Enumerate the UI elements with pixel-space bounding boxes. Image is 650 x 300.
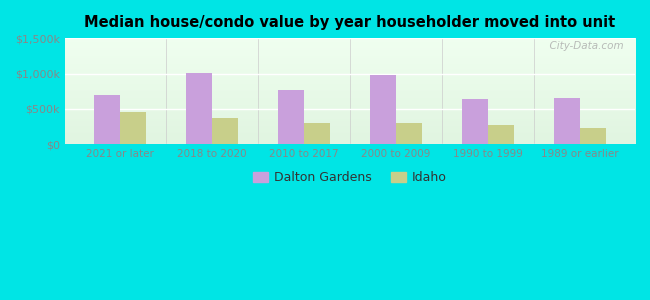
Bar xyxy=(212,118,238,144)
Bar xyxy=(278,90,304,144)
Bar xyxy=(554,98,580,144)
Text: City-Data.com: City-Data.com xyxy=(543,41,623,51)
Bar xyxy=(462,99,488,144)
Bar xyxy=(396,124,422,144)
Bar xyxy=(580,128,606,144)
Bar xyxy=(370,75,396,144)
Bar xyxy=(488,125,514,144)
Title: Median house/condo value by year householder moved into unit: Median house/condo value by year househo… xyxy=(84,15,616,30)
Bar xyxy=(120,112,146,144)
Bar xyxy=(187,73,212,144)
Legend: Dalton Gardens, Idaho: Dalton Gardens, Idaho xyxy=(248,166,452,189)
Bar xyxy=(94,95,120,144)
Bar xyxy=(304,123,330,144)
